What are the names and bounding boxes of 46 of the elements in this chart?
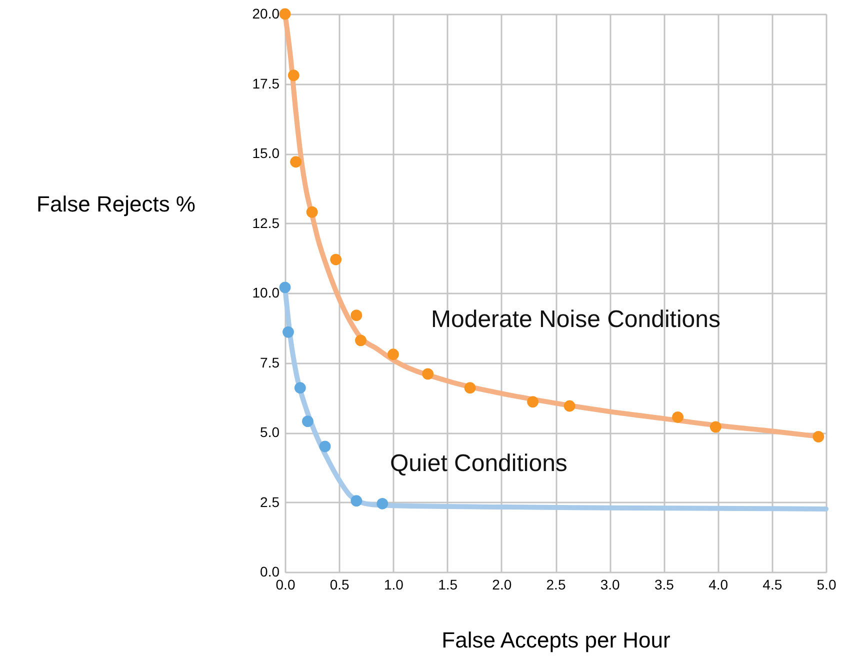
x-tick-label: 0.5	[330, 576, 350, 592]
y-tick-label: 5.0	[260, 424, 280, 440]
point	[302, 416, 314, 428]
x-tick-label: 4.5	[762, 576, 782, 592]
x-tick-label: 4.0	[708, 576, 728, 592]
point	[319, 440, 331, 452]
point	[294, 382, 306, 394]
y-tick-label: 0.0	[260, 564, 280, 580]
point	[350, 495, 362, 507]
x-tick-label: 0.0	[276, 576, 296, 592]
point	[564, 400, 576, 412]
x-tick-label: 2.0	[492, 576, 512, 592]
x-axis-title: False Accepts per Hour	[442, 628, 670, 652]
point	[422, 368, 434, 380]
y-axis-title: False Rejects %	[36, 192, 196, 216]
y-tick-label: 20.0	[252, 6, 280, 22]
point	[282, 326, 294, 338]
point	[812, 430, 824, 442]
x-tick-label: 2.5	[546, 576, 566, 592]
annotation: Moderate Noise Conditions	[431, 306, 720, 333]
point	[672, 411, 684, 423]
point	[279, 282, 291, 294]
point	[376, 498, 388, 510]
y-tick-label: 17.5	[252, 75, 280, 92]
point	[288, 70, 300, 82]
x-tick-label: 3.0	[600, 576, 620, 592]
point	[306, 206, 318, 218]
point	[388, 348, 399, 360]
point	[355, 334, 366, 346]
annotation: Quiet Conditions	[390, 450, 568, 477]
y-tick-label: 10.0	[252, 284, 280, 300]
point	[290, 156, 302, 168]
y-tick-label: 2.5	[260, 494, 280, 510]
x-tick-label: 1.5	[438, 576, 458, 592]
x-tick-label: 3.5	[654, 576, 674, 592]
point	[350, 310, 362, 322]
y-tick-label: 15.0	[252, 145, 280, 161]
point	[527, 396, 538, 408]
x-tick-label: 5.0	[816, 576, 836, 592]
x-tick-label: 1.0	[384, 576, 404, 592]
y-tick-label: 12.5	[252, 214, 280, 231]
point	[330, 254, 342, 266]
point	[279, 8, 291, 20]
point	[464, 382, 476, 394]
point	[710, 421, 722, 433]
y-tick-label: 7.5	[260, 354, 280, 370]
